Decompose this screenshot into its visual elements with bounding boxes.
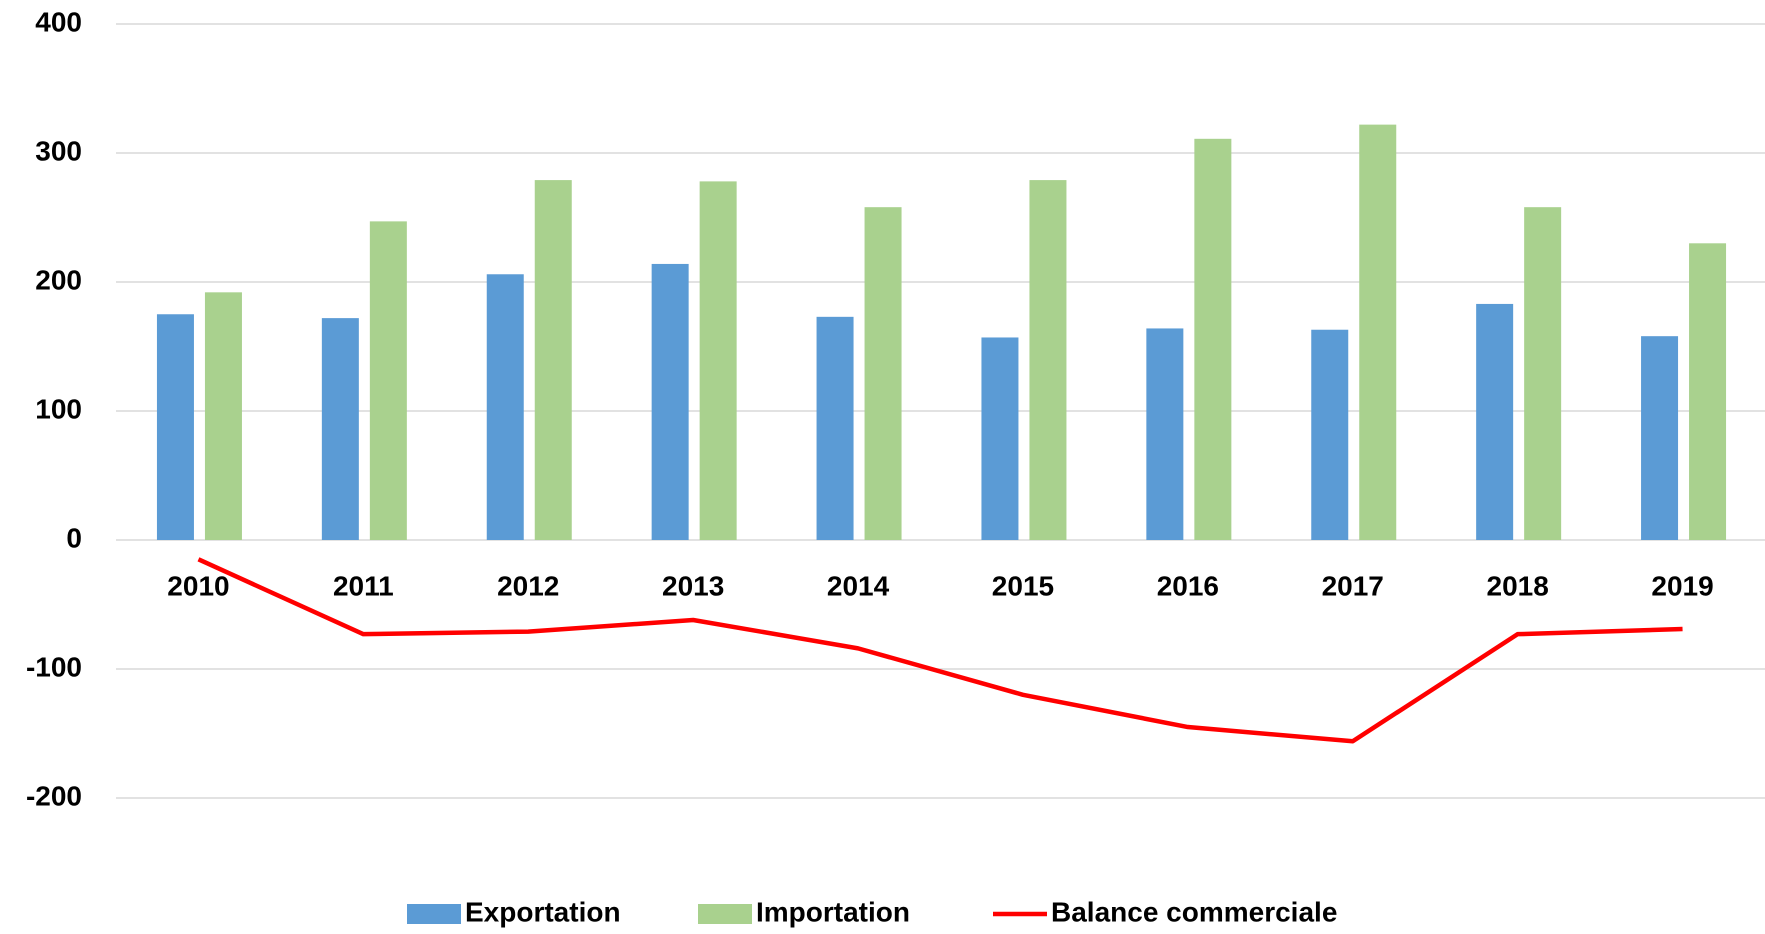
bar xyxy=(1311,329,1349,540)
x-tick-label: 2013 xyxy=(662,570,724,601)
bar xyxy=(534,180,572,540)
bar xyxy=(156,314,194,540)
bar xyxy=(699,181,737,540)
x-tick-label: 2010 xyxy=(167,570,229,601)
y-tick-label: -200 xyxy=(26,780,82,811)
bar xyxy=(816,316,854,540)
legend-label: Importation xyxy=(756,896,910,927)
legend-label: Balance commerciale xyxy=(1051,896,1337,927)
bar xyxy=(1524,207,1562,540)
x-tick-label: 2012 xyxy=(497,570,559,601)
line-series xyxy=(197,557,1683,744)
y-tick-label: 300 xyxy=(35,135,82,166)
bar xyxy=(486,274,524,540)
x-tick-label: 2014 xyxy=(827,570,890,601)
bar xyxy=(321,318,359,540)
bar xyxy=(651,263,689,540)
bar xyxy=(864,207,902,540)
x-tick-label: 2011 xyxy=(333,570,394,601)
bar xyxy=(1359,124,1397,541)
y-tick-label: 400 xyxy=(35,6,82,37)
y-tick-label: -100 xyxy=(26,651,82,682)
y-tick-label: 200 xyxy=(35,264,82,295)
x-tick-label: 2015 xyxy=(992,570,1054,601)
bar xyxy=(1641,336,1679,540)
x-tick-label: 2018 xyxy=(1487,570,1549,601)
bar xyxy=(1476,303,1514,540)
bar xyxy=(204,292,242,540)
bar xyxy=(981,337,1019,540)
legend-swatch xyxy=(407,904,461,924)
bar xyxy=(1194,138,1232,540)
bar xyxy=(1029,180,1067,540)
x-tick-label: 2016 xyxy=(1157,570,1219,601)
legend-swatch xyxy=(698,904,752,924)
y-tick-label: 100 xyxy=(35,393,82,424)
bar xyxy=(369,221,407,540)
bar xyxy=(1689,243,1727,541)
legend-label: Exportation xyxy=(465,896,621,927)
bar xyxy=(1146,328,1184,540)
x-tick-label: 2019 xyxy=(1651,570,1713,601)
y-tick-label: 0 xyxy=(66,522,82,553)
x-tick-label: 2017 xyxy=(1322,570,1384,601)
